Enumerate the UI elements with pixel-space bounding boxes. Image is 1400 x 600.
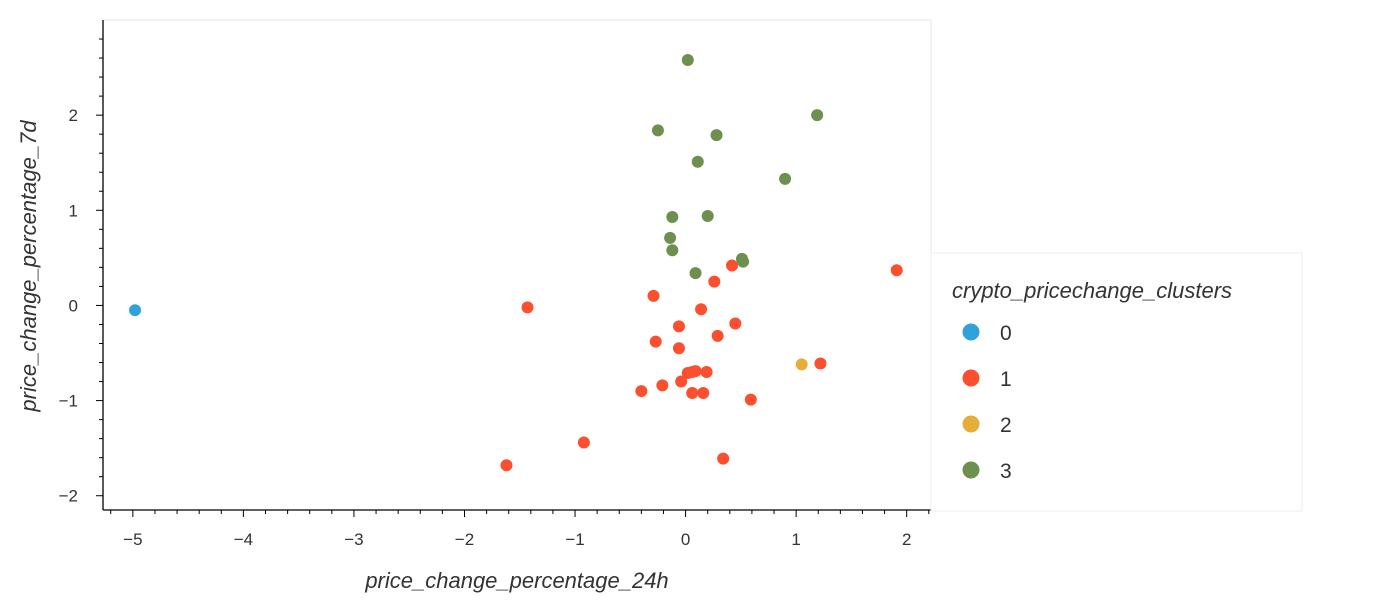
data-point-cluster-1 [672, 342, 685, 355]
y-tick-label: −1 [59, 392, 78, 411]
data-points [129, 53, 903, 472]
data-point-cluster-1 [726, 259, 739, 272]
data-point-cluster-3 [681, 53, 694, 66]
legend-label-2: 2 [1000, 414, 1012, 437]
plot-area [102, 19, 932, 511]
data-point-cluster-3 [737, 255, 750, 268]
x-tick-label: 2 [902, 530, 911, 549]
legend: crypto_pricechange_clusters 0 1 2 3 [930, 252, 1303, 512]
x-axis-ticks: −5 −4 −3 −2 −1 0 1 2 [110, 510, 930, 549]
data-point-cluster-2 [795, 358, 808, 371]
x-tick-label: −1 [565, 530, 584, 549]
y-axis-title: price_change_percentage_7d [16, 120, 41, 413]
data-point-cluster-3 [691, 155, 704, 168]
data-point-cluster-1 [686, 386, 699, 399]
data-point-cluster-3 [710, 129, 723, 142]
y-tick-label: 1 [69, 201, 78, 220]
data-point-cluster-3 [666, 210, 679, 223]
data-point-cluster-1 [675, 375, 688, 388]
legend-label-3: 3 [1000, 460, 1012, 483]
legend-label-0: 0 [1000, 322, 1012, 345]
y-tick-label: 0 [69, 296, 78, 315]
y-tick-label: 2 [69, 106, 78, 125]
data-point-cluster-1 [695, 303, 708, 316]
legend-marker-0 [962, 323, 980, 341]
data-point-cluster-1 [672, 320, 685, 333]
x-tick-label: −3 [344, 530, 363, 549]
legend-box [930, 252, 1303, 512]
data-point-cluster-1 [708, 275, 721, 288]
data-point-cluster-3 [811, 109, 824, 122]
data-point-cluster-0 [129, 304, 142, 317]
data-point-cluster-1 [656, 379, 669, 392]
data-point-cluster-3 [666, 244, 679, 257]
data-point-cluster-3 [701, 210, 714, 222]
legend-marker-1 [962, 369, 980, 387]
data-point-cluster-1 [649, 335, 662, 348]
y-tick-label: −2 [59, 487, 78, 506]
data-point-cluster-1 [729, 317, 742, 330]
legend-label-1: 1 [1000, 368, 1012, 391]
data-point-cluster-1 [744, 393, 757, 406]
legend-marker-2 [962, 415, 980, 433]
data-point-cluster-3 [779, 172, 792, 185]
data-point-cluster-1 [577, 436, 590, 449]
legend-title: crypto_pricechange_clusters [952, 278, 1232, 303]
data-point-cluster-1 [697, 386, 710, 399]
data-point-cluster-1 [689, 365, 702, 378]
x-tick-label: 1 [791, 530, 800, 549]
data-point-cluster-1 [711, 329, 724, 342]
data-point-cluster-1 [635, 385, 648, 398]
x-tick-label: −5 [123, 530, 142, 549]
data-point-cluster-3 [689, 267, 702, 280]
data-point-cluster-1 [890, 264, 903, 277]
legend-items: 0 1 2 3 [962, 322, 1012, 483]
data-point-cluster-3 [651, 124, 664, 137]
data-point-cluster-1 [717, 452, 730, 465]
data-point-cluster-1 [700, 366, 713, 379]
y-axis-ticks: −2 −1 0 1 2 [59, 38, 103, 506]
x-tick-label: 0 [681, 530, 690, 549]
data-point-cluster-1 [647, 289, 660, 302]
data-point-cluster-3 [664, 231, 677, 244]
legend-marker-3 [962, 461, 980, 479]
x-tick-label: −4 [234, 530, 253, 549]
x-axis-title: price_change_percentage_24h [364, 568, 668, 593]
x-tick-label: −2 [455, 530, 474, 549]
data-point-cluster-1 [521, 301, 534, 314]
data-point-cluster-1 [814, 357, 827, 370]
data-point-cluster-1 [500, 459, 513, 472]
